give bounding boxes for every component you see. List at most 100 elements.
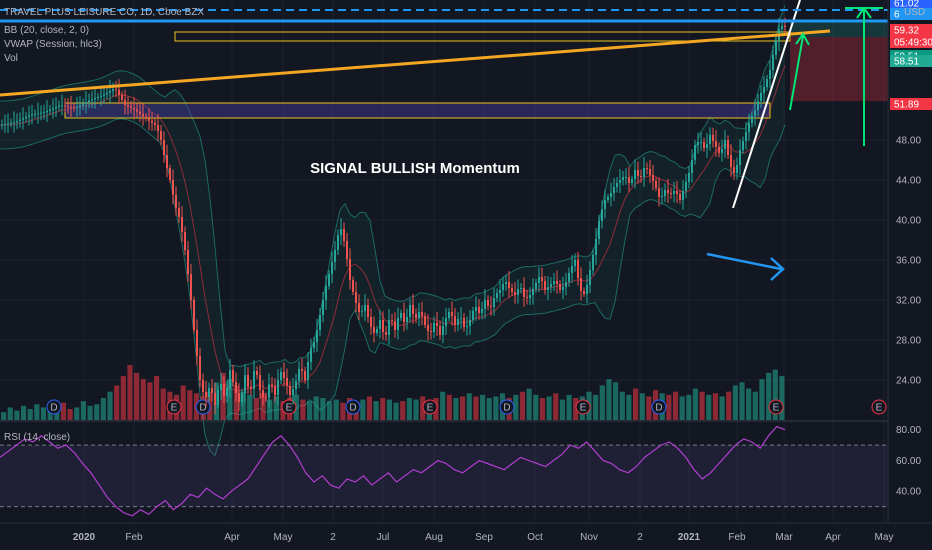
candle-body xyxy=(76,106,78,108)
candle-body xyxy=(616,183,618,187)
time-tick-label: May xyxy=(274,532,293,543)
upper-box xyxy=(174,31,791,42)
price-tick-label: 40.00 xyxy=(896,216,921,227)
candle-body xyxy=(241,393,243,402)
candle-body xyxy=(406,317,408,322)
volume-bar xyxy=(260,393,266,420)
volume-bar xyxy=(766,372,772,420)
volume-bar xyxy=(80,401,86,420)
candle-body xyxy=(754,110,756,116)
candle-body xyxy=(262,390,264,398)
candle-body xyxy=(145,116,147,119)
volume-bar xyxy=(100,398,106,420)
price-tick-label: 36.00 xyxy=(896,256,921,267)
earnings-marker xyxy=(575,399,591,415)
volume-bar xyxy=(187,390,193,420)
earnings-marker xyxy=(871,399,887,415)
candle-body xyxy=(646,168,648,169)
volume-legend[interactable]: Vol xyxy=(4,53,18,64)
candle-body xyxy=(742,141,744,150)
volume-bar xyxy=(393,402,399,420)
volume-bar xyxy=(406,398,412,420)
candle-body xyxy=(388,320,390,335)
price-tick-label: 32.00 xyxy=(896,296,921,307)
event-marker-label: E xyxy=(427,403,434,414)
candle-body xyxy=(208,388,210,397)
candle-body xyxy=(721,149,723,153)
bollinger-legend[interactable]: BB (20, close, 2, 0) xyxy=(4,25,90,36)
volume-bar xyxy=(114,385,120,420)
candle-body xyxy=(427,325,429,331)
candle-body xyxy=(751,116,753,123)
candle-body xyxy=(649,169,651,175)
candle-body xyxy=(385,332,387,335)
candle-body xyxy=(235,382,237,393)
volume-bar xyxy=(213,382,220,420)
volume-bar xyxy=(672,391,679,420)
signal-annotation[interactable]: SIGNAL BULLISH Momentum xyxy=(310,160,520,177)
candle-body xyxy=(205,392,207,397)
price-tag-label: 6 xyxy=(894,10,900,21)
volume-bar xyxy=(719,396,725,420)
candle-body xyxy=(451,312,453,316)
price-zones[interactable] xyxy=(64,21,888,119)
candle-body xyxy=(142,114,144,117)
volume-bar xyxy=(666,394,672,420)
drawing-lines[interactable] xyxy=(0,0,888,281)
volume-bar xyxy=(699,391,705,420)
earnings-marker xyxy=(768,399,784,415)
candle-body xyxy=(364,305,366,311)
candle-body xyxy=(526,297,528,298)
candle-body xyxy=(106,92,108,95)
volume-bar xyxy=(732,385,738,420)
candle-body xyxy=(625,177,627,178)
vwap-legend[interactable]: VWAP (Session, hlc3) xyxy=(4,39,102,50)
candle-body xyxy=(598,221,600,239)
rsi-legend[interactable]: RSI (14, close) xyxy=(4,432,71,443)
symbol-legend[interactable]: TRAVEL PLUS LEISURE CO, 1D, Cboe BZX xyxy=(4,7,205,18)
volume-bar xyxy=(466,393,472,420)
volume-bar xyxy=(772,369,778,420)
short-position-box xyxy=(790,37,888,102)
long-position-box xyxy=(790,21,888,37)
candle-body xyxy=(550,284,552,287)
volume-bar xyxy=(140,379,146,420)
candle-body xyxy=(49,109,51,112)
candle-body xyxy=(703,142,705,148)
price-axis[interactable]: 48.00 44.00 40.00 36.00 32.00 28.00 24.00 80.00… xyxy=(887,0,932,550)
candle-body xyxy=(79,105,81,107)
candle-body xyxy=(286,378,288,386)
volume-bar xyxy=(453,398,459,420)
support-trendline xyxy=(732,0,801,209)
volume-bar xyxy=(533,394,539,420)
volume-bar xyxy=(759,379,765,420)
candle-body xyxy=(361,311,363,312)
dividend-marker xyxy=(345,399,361,415)
candle-body xyxy=(436,323,438,326)
time-axis[interactable]: 2020 Feb Apr May 2 Jul Aug Sep Oct Nov 2 2021 Feb Mar… xyxy=(0,522,932,550)
candle-body xyxy=(214,393,216,405)
candle-body xyxy=(220,384,222,390)
candle-body xyxy=(505,282,507,284)
candle-body xyxy=(481,309,483,313)
candle-body xyxy=(586,285,588,294)
candle-body xyxy=(187,250,189,274)
candle-body xyxy=(226,388,228,396)
resistance-trendline xyxy=(0,29,831,97)
volume-bar xyxy=(632,388,639,420)
candle-body xyxy=(352,280,354,292)
volume-bar xyxy=(60,402,67,420)
volume-bar xyxy=(460,396,466,420)
candle-body xyxy=(748,123,750,132)
candle-body xyxy=(556,281,558,284)
candle-body xyxy=(328,274,330,286)
candle-body xyxy=(10,122,12,124)
candle-body xyxy=(124,99,126,105)
candle-body xyxy=(397,318,399,330)
candle-body xyxy=(466,326,468,327)
time-tick-label: Feb xyxy=(728,532,746,543)
price-tag: 58.51 xyxy=(890,55,932,68)
candle-body xyxy=(760,93,762,101)
candle-body xyxy=(394,321,396,330)
